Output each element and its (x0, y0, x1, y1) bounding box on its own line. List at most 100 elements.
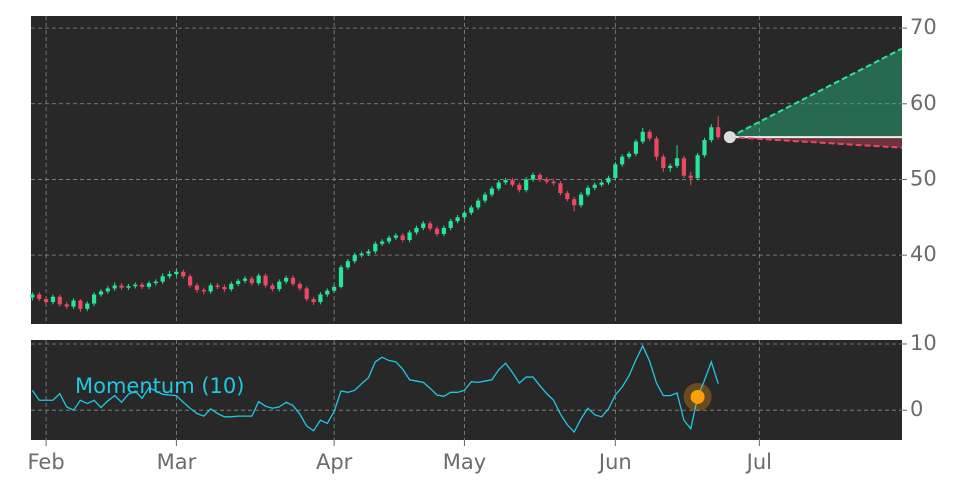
candle-body (222, 286, 227, 290)
candle-body (57, 296, 62, 305)
candle-body (181, 271, 186, 277)
candle-body (174, 271, 179, 275)
candle-body (489, 188, 494, 195)
candle-body (64, 304, 69, 307)
x-tick-label: Jun (597, 450, 632, 474)
candle-body (606, 177, 611, 183)
candle-body (448, 221, 453, 228)
x-tick-label: Mar (157, 450, 197, 474)
candle-body (345, 261, 350, 268)
candle-body (654, 138, 659, 157)
candle-body (551, 181, 556, 184)
candle-body (633, 141, 638, 154)
candle-body (640, 131, 645, 142)
candle-body (695, 155, 700, 178)
candle-body (85, 303, 90, 309)
candle-body (290, 277, 296, 284)
candle-body (133, 284, 138, 287)
candle-body (208, 285, 213, 292)
candle-body (325, 290, 330, 295)
candle-body (647, 131, 652, 139)
candle-body (530, 174, 536, 180)
candle-body (160, 276, 165, 282)
candle-body (496, 182, 501, 189)
candle-body (194, 285, 200, 290)
candle-body (681, 158, 687, 176)
y-tick-label: 60 (910, 91, 937, 115)
candle-body (153, 281, 158, 284)
x-tick-label: Feb (27, 450, 64, 474)
candle-body (668, 165, 673, 169)
candle-body (91, 294, 97, 304)
candle-body (332, 286, 337, 291)
candle-body (318, 294, 323, 303)
candle-body (50, 296, 56, 303)
candle-body (434, 228, 440, 234)
candle-body (674, 158, 680, 166)
candle-body (482, 194, 488, 201)
candle-body (201, 289, 206, 292)
candle-body (236, 280, 241, 284)
candle-body (71, 300, 76, 307)
candle-body (297, 283, 302, 289)
candle-body (421, 223, 426, 228)
candle-body (386, 237, 392, 242)
highlight-point (690, 389, 705, 404)
candle-body (558, 183, 563, 194)
candle-body (428, 223, 433, 229)
candle-body (338, 267, 344, 287)
candle-body (709, 127, 714, 141)
candle-body (503, 180, 508, 183)
candle-body (400, 235, 405, 240)
candle-body (572, 199, 577, 206)
candle-body (167, 274, 172, 277)
candle-body (599, 182, 604, 185)
candle-body (626, 153, 632, 157)
candle-body (277, 281, 282, 290)
forecast-start (723, 131, 736, 144)
candle-body (462, 212, 467, 218)
candle-body (249, 278, 254, 284)
indicator-label: Momentum (10) (75, 374, 244, 398)
candle-body (119, 285, 124, 288)
candle-body (517, 184, 522, 191)
candle-body (188, 276, 193, 286)
x-tick-label: Jul (745, 450, 772, 474)
x-tick-label: Apr (316, 450, 353, 474)
price-layer (30, 16, 903, 324)
candle-body (366, 251, 371, 254)
candle-body (146, 283, 152, 287)
y-tick-label: 70 (910, 15, 937, 39)
y-tick-label: 50 (910, 166, 937, 190)
candle-body (304, 288, 309, 300)
candle-body (407, 232, 412, 240)
candle-body (229, 283, 234, 290)
candle-body (510, 180, 515, 185)
candle-body (380, 241, 385, 244)
forecast-upper-line (729, 47, 903, 138)
candle-body (78, 300, 83, 309)
candle-body (242, 278, 248, 281)
candle-body (537, 174, 542, 180)
candle-body (620, 156, 625, 165)
candle-body (359, 253, 364, 256)
momentum-line (31, 344, 719, 434)
candle-body (373, 243, 378, 252)
candle-body (215, 285, 220, 287)
candle-body (37, 294, 42, 300)
forecast-lower-line (729, 136, 903, 149)
candle-body (393, 235, 398, 238)
candle-body (256, 275, 261, 284)
candle-body (105, 288, 110, 292)
candle-body (716, 127, 721, 138)
momentum-layer (31, 340, 902, 440)
candle-body (140, 284, 145, 287)
candle-body (469, 207, 474, 213)
candle-body (263, 275, 268, 286)
candle-body (126, 286, 131, 288)
candle-body (455, 217, 460, 222)
candle-body (98, 291, 104, 295)
candle-body (270, 285, 275, 290)
candle-body (476, 200, 481, 208)
candle-body (688, 175, 693, 178)
